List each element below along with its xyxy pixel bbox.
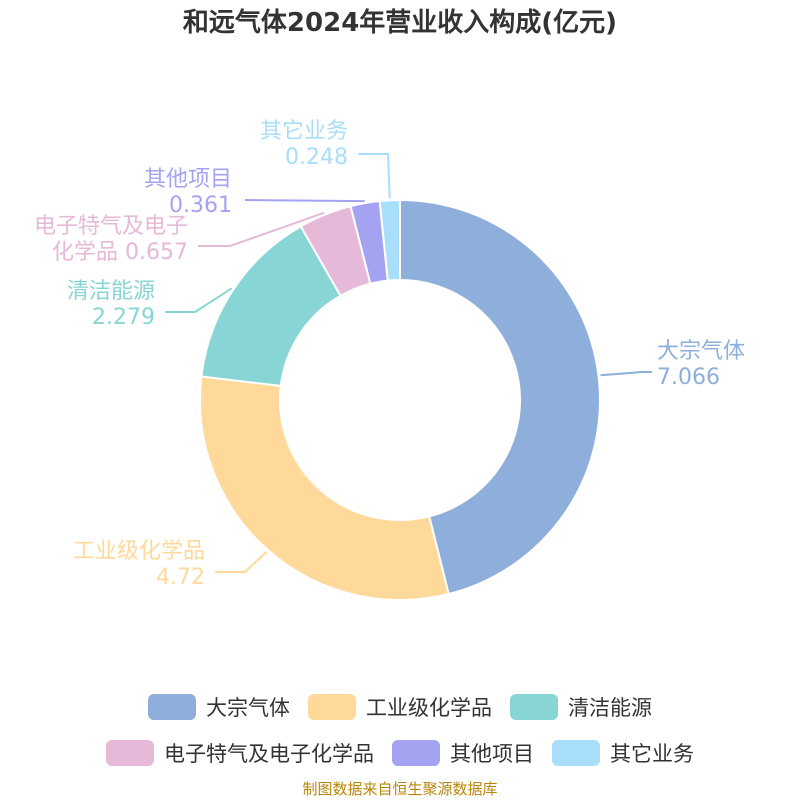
legend-swatch <box>510 694 558 720</box>
slice-label-4: 电子特气及电子化学品 0.657 <box>34 214 188 265</box>
slice-label-2: 工业级化学品 4.72 <box>73 539 205 590</box>
slice-value: 2.279 <box>92 305 155 330</box>
legend-item-6[interactable]: 其它业务 <box>552 738 694 768</box>
leader-line-6 <box>358 153 391 199</box>
slice-2[interactable] <box>199 375 450 601</box>
slice-name: 工业级化学品 <box>73 539 205 564</box>
slice-name: 清洁能源 <box>67 279 155 304</box>
legend-item-1[interactable]: 大宗气体 <box>148 692 290 722</box>
chart-title: 和远气体2024年营业收入构成(亿元) <box>182 8 618 38</box>
legend-item-3[interactable]: 清洁能源 <box>510 692 652 722</box>
slice-label-6: 其它业务 0.248 <box>260 119 348 170</box>
legend-swatch <box>308 694 356 720</box>
leader-line-4 <box>198 211 325 247</box>
legend-row: 大宗气体 工业级化学品 清洁能源 <box>0 692 800 722</box>
slice-value: 7.066 <box>657 365 720 390</box>
slice-label-5: 其他项目 0.361 <box>144 167 232 218</box>
legend-swatch <box>552 740 600 766</box>
leader-line-1 <box>600 371 652 377</box>
slice-name: 大宗气体 <box>657 339 745 364</box>
slice-name: 其它业务 <box>260 119 348 144</box>
slice-value: 4.72 <box>156 565 205 590</box>
legend-label: 电子特气及电子化学品 <box>164 742 374 766</box>
slice-name: 电子特气及电子 <box>34 214 188 239</box>
slice-6[interactable] <box>378 198 401 282</box>
leader-line-3 <box>165 287 233 313</box>
slice-label-1: 大宗气体 7.066 <box>657 339 745 390</box>
legend-row: 电子特气及电子化学品 其他项目 其它业务 <box>0 738 800 768</box>
legend-label: 工业级化学品 <box>366 696 492 720</box>
legend-item-4[interactable]: 电子特气及电子化学品 <box>106 738 374 768</box>
leader-line-5 <box>244 199 365 203</box>
legend-item-2[interactable]: 工业级化学品 <box>308 692 492 722</box>
leader-line-2 <box>215 550 268 573</box>
legend-swatch <box>106 740 154 766</box>
legend-label: 其他项目 <box>450 742 534 766</box>
legend-label: 清洁能源 <box>568 696 652 720</box>
slice-name: 其他项目 <box>144 167 232 192</box>
slice-value: 0.361 <box>169 193 232 218</box>
slice-value: 0.248 <box>285 145 348 170</box>
source-note: 制图数据来自恒生聚源数据库 <box>302 780 498 798</box>
slice-1[interactable] <box>399 198 601 596</box>
legend-swatch <box>392 740 440 766</box>
legend-label: 其它业务 <box>610 742 694 766</box>
legend-item-5[interactable]: 其他项目 <box>392 738 534 768</box>
legend-swatch <box>148 694 196 720</box>
slice-label-3: 清洁能源 2.279 <box>67 279 155 330</box>
legend-label: 大宗气体 <box>206 696 290 720</box>
slice-name-and-value: 化学品 0.657 <box>52 240 188 265</box>
